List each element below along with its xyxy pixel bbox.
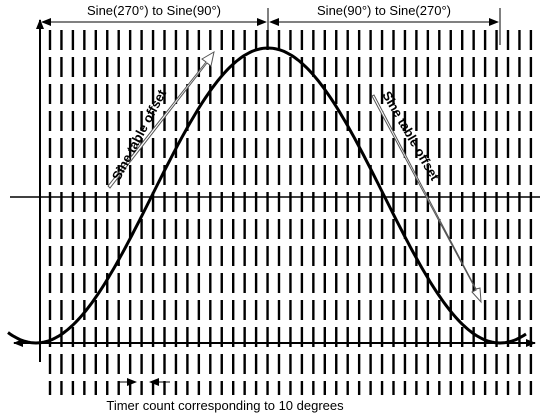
span-label: Sine(270°) to Sine(90°) — [87, 3, 221, 18]
offset-arrow — [371, 94, 482, 304]
span-label: Sine(90°) to Sine(270°) — [317, 3, 451, 18]
sine-curve — [7, 46, 527, 345]
timer-grid — [48, 30, 533, 395]
offset-arrow — [107, 50, 215, 189]
timer-label: Timer count corresponding to 10 degrees — [106, 398, 344, 413]
